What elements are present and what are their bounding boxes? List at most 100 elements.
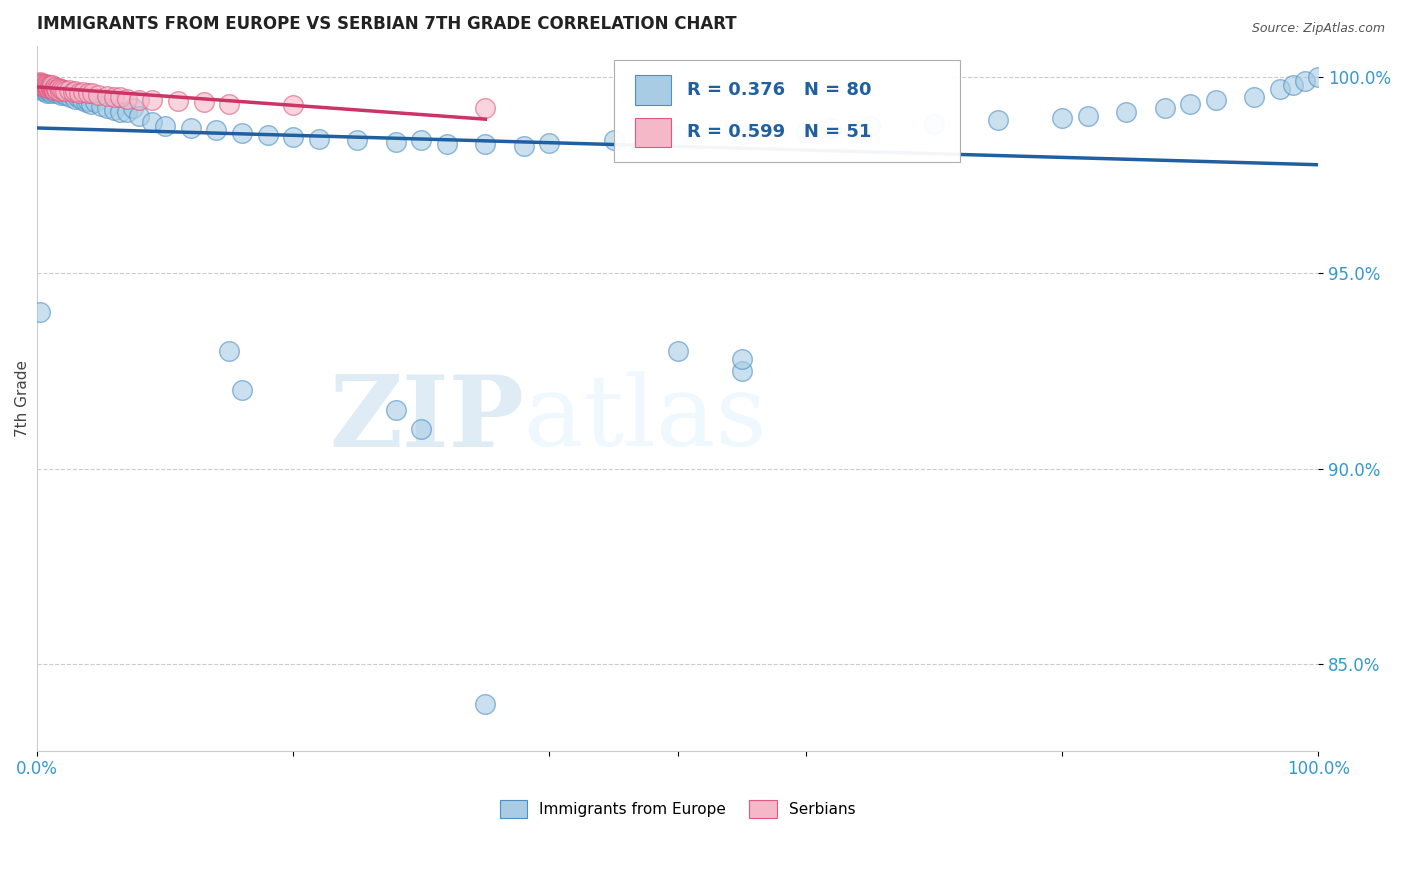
- Point: [38, 78, 60, 92]
- Point: [167, 95, 190, 109]
- Point: [65, 84, 87, 98]
- Point: [38, 79, 60, 94]
- Point: [283, 129, 305, 144]
- Y-axis label: 7th Grade: 7th Grade: [15, 359, 30, 437]
- Text: ZIP: ZIP: [329, 371, 524, 467]
- Point: [66, 90, 89, 104]
- Point: [51, 81, 73, 95]
- Point: [65, 91, 87, 105]
- Point: [1243, 89, 1265, 103]
- Point: [231, 126, 253, 140]
- Point: [56, 85, 79, 99]
- Point: [45, 86, 67, 100]
- Point: [1178, 97, 1201, 112]
- Point: [38, 82, 60, 96]
- Point: [731, 351, 754, 366]
- Point: [37, 78, 59, 93]
- Point: [1268, 81, 1291, 95]
- Point: [35, 78, 58, 93]
- FancyBboxPatch shape: [613, 60, 959, 162]
- Text: Source: ZipAtlas.com: Source: ZipAtlas.com: [1251, 22, 1385, 36]
- Point: [49, 84, 72, 98]
- Point: [411, 422, 433, 436]
- Point: [37, 81, 59, 95]
- Point: [48, 81, 70, 95]
- Point: [666, 128, 689, 143]
- Point: [256, 128, 278, 142]
- Point: [32, 84, 55, 98]
- Point: [28, 305, 51, 319]
- Point: [37, 79, 59, 94]
- Point: [1115, 105, 1137, 120]
- Point: [77, 95, 100, 109]
- Point: [820, 120, 842, 135]
- Point: [59, 89, 82, 103]
- Point: [115, 105, 138, 120]
- Point: [32, 78, 55, 93]
- Point: [37, 78, 59, 92]
- Point: [110, 90, 132, 104]
- Point: [34, 78, 56, 92]
- Point: [62, 87, 84, 102]
- Point: [115, 91, 138, 105]
- Point: [39, 81, 62, 95]
- Point: [411, 133, 433, 147]
- Point: [103, 103, 125, 118]
- Point: [308, 132, 330, 146]
- Point: [384, 135, 406, 149]
- Point: [731, 127, 754, 141]
- Point: [474, 101, 496, 115]
- Point: [41, 78, 63, 92]
- Point: [96, 88, 118, 103]
- Point: [52, 82, 75, 96]
- Point: [1205, 94, 1227, 108]
- Point: [602, 133, 624, 147]
- Point: [859, 119, 882, 133]
- Point: [27, 76, 49, 90]
- Point: [41, 79, 63, 94]
- Point: [922, 117, 945, 131]
- Point: [53, 87, 76, 102]
- Point: [58, 82, 80, 96]
- Legend: Immigrants from Europe, Serbians: Immigrants from Europe, Serbians: [494, 794, 862, 824]
- Point: [28, 78, 51, 92]
- Point: [34, 79, 56, 94]
- Point: [42, 79, 65, 94]
- Point: [384, 403, 406, 417]
- Point: [72, 85, 94, 99]
- Point: [513, 138, 536, 153]
- Point: [193, 95, 215, 110]
- Point: [37, 84, 59, 98]
- Point: [80, 97, 103, 112]
- Point: [52, 86, 75, 100]
- Point: [32, 81, 55, 95]
- Point: [46, 82, 69, 96]
- Point: [436, 136, 458, 151]
- Point: [731, 364, 754, 378]
- Point: [474, 697, 496, 711]
- Point: [1294, 74, 1316, 88]
- Point: [37, 79, 59, 94]
- Point: [39, 79, 62, 94]
- Point: [48, 81, 70, 95]
- Point: [38, 79, 60, 94]
- Point: [794, 125, 817, 139]
- Point: [75, 95, 97, 110]
- Point: [218, 96, 240, 111]
- Point: [41, 81, 63, 95]
- Point: [30, 76, 52, 90]
- Point: [42, 82, 65, 96]
- Point: [346, 133, 368, 147]
- Point: [39, 86, 62, 100]
- Point: [987, 113, 1010, 128]
- Point: [30, 78, 52, 92]
- Point: [231, 384, 253, 398]
- Point: [35, 84, 58, 98]
- Point: [67, 86, 90, 100]
- Point: [42, 81, 65, 95]
- Point: [35, 81, 58, 95]
- Point: [128, 109, 150, 123]
- Text: R = 0.376   N = 80: R = 0.376 N = 80: [686, 81, 872, 99]
- Point: [31, 78, 53, 93]
- FancyBboxPatch shape: [636, 75, 671, 105]
